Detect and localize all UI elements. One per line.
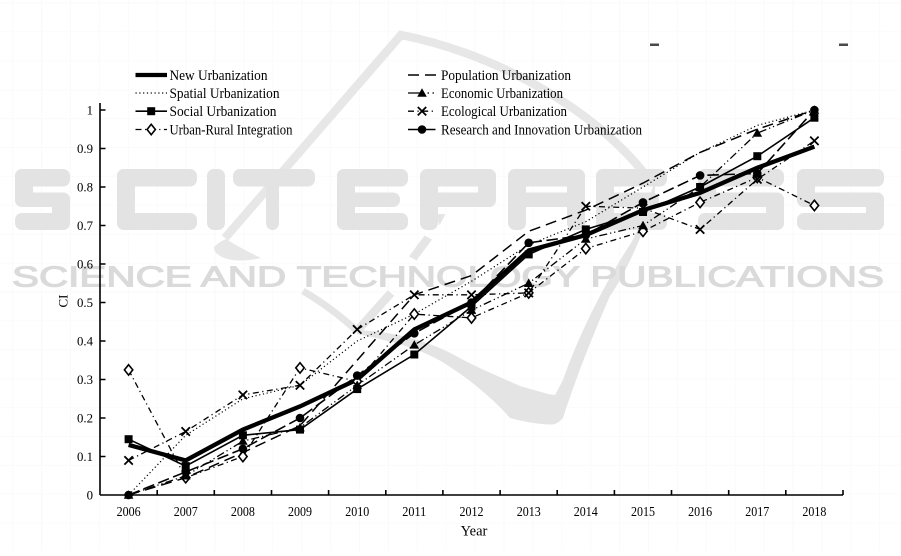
svg-text:Ecological Urbanization: Ecological Urbanization [441,104,567,120]
svg-text:Population Urbanization: Population Urbanization [441,68,571,84]
svg-text:Economic Urbanization: Economic Urbanization [441,86,563,102]
svg-text:0.5: 0.5 [77,296,93,310]
svg-text:New Urbanization: New Urbanization [170,68,268,84]
svg-text:0.4: 0.4 [77,334,94,348]
svg-text:0.9: 0.9 [77,142,93,156]
svg-text:2009: 2009 [288,504,312,519]
svg-text:2012: 2012 [460,504,484,519]
svg-text:2013: 2013 [517,504,541,519]
svg-text:0.7: 0.7 [77,219,94,233]
svg-text:Research and Innovation Urbani: Research and Innovation Urbanization [441,122,642,138]
svg-text:2008: 2008 [231,504,255,519]
svg-text:CI: CI [56,295,71,308]
svg-text:2007: 2007 [174,504,198,519]
svg-text:0.3: 0.3 [77,373,93,387]
svg-text:1: 1 [87,103,93,117]
svg-text:0.2: 0.2 [77,411,93,425]
svg-text:SCIENCE AND TECHNOLOGY PUBLICA: SCIENCE AND TECHNOLOGY PUBLICATIONS [12,262,884,294]
svg-text:2016: 2016 [688,504,712,519]
svg-text:2017: 2017 [745,504,769,519]
svg-text:2010: 2010 [345,504,369,519]
svg-text:0.6: 0.6 [77,257,94,271]
svg-text:2014: 2014 [574,504,598,519]
svg-text:Urban-Rural Integration: Urban-Rural Integration [170,122,293,138]
svg-text:Social Urbanization: Social Urbanization [170,104,277,120]
svg-text:0.1: 0.1 [77,450,93,464]
svg-text:Year: Year [461,524,488,540]
svg-text:0.8: 0.8 [77,180,93,194]
svg-text:0: 0 [87,488,93,502]
svg-text:2015: 2015 [631,504,655,519]
svg-text:2011: 2011 [402,504,426,519]
svg-text:2006: 2006 [117,504,141,519]
svg-text:2018: 2018 [802,504,826,519]
svg-text:Spatial Urbanization: Spatial Urbanization [170,86,280,102]
